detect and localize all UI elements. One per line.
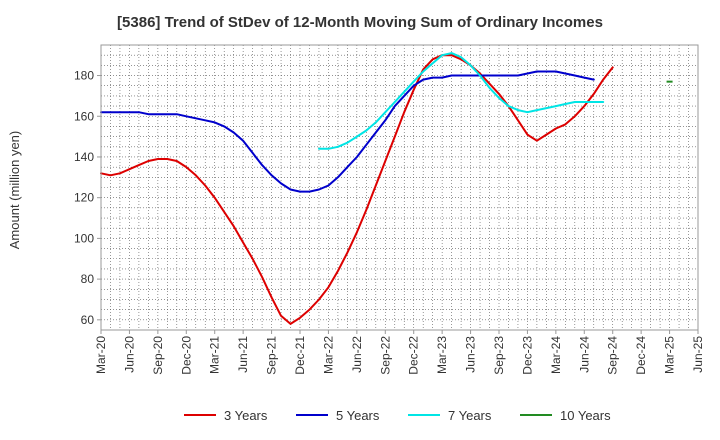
legend: 3 Years 5 Years 7 Years 10 Years: [184, 408, 611, 423]
x-tick-label: Mar-25: [663, 336, 677, 374]
y-tick-label: 180: [74, 69, 94, 83]
x-tick-label: Mar-24: [549, 336, 563, 374]
y-tick-label: 140: [74, 150, 94, 164]
legend-label-5-years: 5 Years: [336, 408, 380, 423]
x-tick-label: Sep-24: [606, 336, 620, 375]
x-tick-label: Dec-20: [179, 336, 193, 375]
x-tick-label: Jun-22: [350, 336, 364, 373]
x-tick-label: Jun-24: [577, 336, 591, 373]
legend-label-3-years: 3 Years: [224, 408, 268, 423]
x-tick-label: Mar-22: [321, 336, 335, 374]
x-tick-label: Sep-21: [265, 336, 279, 375]
y-tick-label: 120: [74, 191, 94, 205]
y-axis-title: Amount (million yen): [7, 131, 22, 250]
series-line-7-years: [318, 52, 605, 150]
y-axis-ticks: 60 80 100 120 140 160 180: [74, 69, 101, 327]
plot-border: [100, 44, 699, 331]
x-tick-label: Mar-20: [94, 336, 108, 374]
x-tick-label: Jun-20: [122, 336, 136, 373]
x-tick-label: Sep-23: [492, 336, 506, 375]
y-tick-label: 60: [81, 313, 95, 327]
series-lines: [100, 52, 673, 325]
y-tick-label: 80: [81, 272, 95, 286]
x-tick-label: Dec-22: [407, 336, 421, 375]
x-tick-label: Dec-21: [293, 336, 307, 375]
grid-lines: [101, 45, 698, 330]
x-tick-label: Jun-23: [464, 336, 478, 373]
x-tick-label: Dec-24: [634, 336, 648, 375]
y-tick-label: 100: [74, 231, 94, 245]
x-tick-label: Mar-23: [435, 336, 449, 374]
x-tick-label: Sep-22: [378, 336, 392, 375]
x-tick-label: Jun-21: [236, 336, 250, 373]
series-line-5-years: [100, 70, 595, 193]
x-axis-ticks: Mar-20 Jun-20 Sep-20 Dec-20 Mar-21 Jun-21 Sep-…: [94, 330, 705, 375]
x-tick-label: Mar-21: [208, 336, 222, 374]
legend-label-10-years: 10 Years: [560, 408, 611, 423]
x-tick-label: Sep-20: [151, 336, 165, 375]
series-line-3-years: [100, 54, 614, 325]
y-tick-label: 160: [74, 109, 94, 123]
legend-label-7-years: 7 Years: [448, 408, 492, 423]
x-tick-label: Dec-23: [520, 336, 534, 375]
chart-title: [5386] Trend of StDev of 12-Month Moving…: [117, 14, 603, 31]
x-tick-label: Jun-25: [691, 336, 705, 373]
